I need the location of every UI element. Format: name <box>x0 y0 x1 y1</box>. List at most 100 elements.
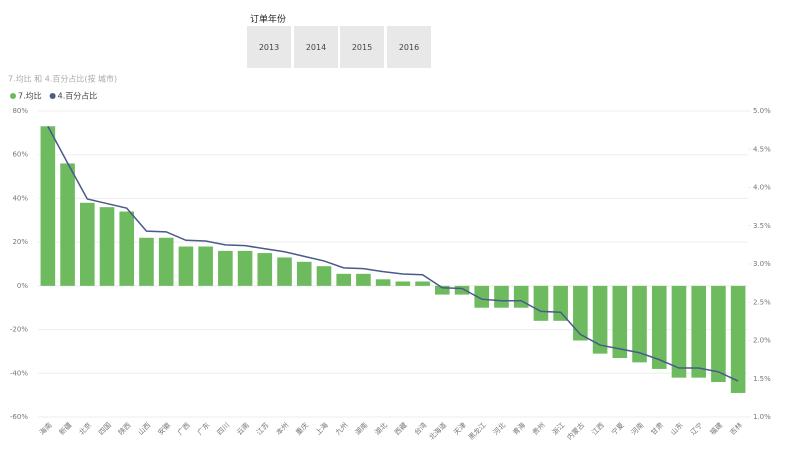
x-tick-label: 上海 <box>314 420 330 436</box>
bar <box>375 279 391 286</box>
bar <box>415 281 430 286</box>
bar <box>730 285 746 393</box>
y2-tick-label: 1.5% <box>753 375 771 383</box>
x-tick-label: 广东 <box>195 420 211 436</box>
bar <box>592 285 608 354</box>
x-tick-label: 贵州 <box>530 420 546 436</box>
y-tick-label: -20% <box>10 326 28 334</box>
y2-tick-label: 5.0% <box>753 107 771 115</box>
bar <box>158 237 174 286</box>
y2-tick-label: 1.0% <box>753 413 771 421</box>
bar <box>80 202 95 286</box>
x-tick-label: 内蒙古 <box>565 420 586 441</box>
bar <box>711 285 726 383</box>
y-tick-label: 20% <box>12 238 28 246</box>
bar <box>237 250 253 286</box>
bar <box>296 261 312 286</box>
x-tick-label: 北海道 <box>427 420 448 441</box>
y-tick-label: 80% <box>12 107 28 115</box>
bar <box>573 285 588 341</box>
slicer-option[interactable]: 2014 <box>294 26 338 68</box>
bar <box>198 246 213 286</box>
x-tick-label: 北京 <box>77 420 93 436</box>
bar <box>435 285 450 295</box>
x-tick-label: 九州 <box>333 420 349 436</box>
legend-label: 7.均比 <box>18 91 42 101</box>
x-tick-label: 天津 <box>452 421 468 437</box>
bar <box>218 250 233 286</box>
bar <box>474 285 490 308</box>
x-tick-label: 云南 <box>235 420 251 436</box>
x-tick-label: 浙江 <box>550 420 566 436</box>
x-tick-label: 辽宁 <box>688 420 704 436</box>
x-tick-label: 重庆 <box>294 420 310 436</box>
y-tick-label: -40% <box>10 369 28 377</box>
x-tick-label: 河南 <box>629 420 645 436</box>
bar <box>533 285 549 321</box>
y-tick-label: 0% <box>17 282 28 290</box>
legend-marker <box>10 93 16 99</box>
bar <box>40 126 56 286</box>
chart-title: 7.均比 和 4.百分占比(按 城市) <box>8 74 117 84</box>
line <box>47 125 739 382</box>
x-tick-label: 安徽 <box>156 420 172 436</box>
x-tick-label: 本州 <box>274 420 290 436</box>
bar <box>494 285 509 308</box>
legend-marker <box>49 93 56 99</box>
bar <box>651 285 667 369</box>
y2-tick-label: 4.0% <box>753 184 771 192</box>
x-tick-label: 江苏 <box>254 420 270 436</box>
x-tick-label: 甘肃 <box>649 420 665 436</box>
bar <box>277 257 292 286</box>
slicer-option[interactable]: 2016 <box>387 26 431 68</box>
x-tick-label: 新疆 <box>57 420 73 436</box>
bar <box>454 285 470 295</box>
bar <box>671 285 687 378</box>
bar <box>99 207 115 286</box>
y-tick-label: 40% <box>12 194 28 202</box>
y2-tick-label: 2.0% <box>753 337 771 345</box>
x-tick-label: 湖北 <box>373 420 389 436</box>
bar <box>691 285 706 378</box>
bar <box>612 285 628 358</box>
x-tick-label: 山西 <box>136 420 152 436</box>
x-tick-label: 河北 <box>492 421 508 437</box>
x-tick-label: 西藏 <box>392 420 408 436</box>
y2-tick-label: 4.5% <box>753 145 771 153</box>
bar <box>119 211 135 286</box>
bar <box>336 273 351 286</box>
bar <box>553 285 568 321</box>
x-tick-label: 江西 <box>590 421 606 437</box>
y-tick-label: 60% <box>12 151 28 159</box>
x-tick-label: 海南 <box>37 420 53 436</box>
bar <box>257 253 273 286</box>
legend-label: 4.百分占比 <box>58 91 98 101</box>
slicer-title: 订单年份 <box>250 15 287 25</box>
x-tick-label: 广西 <box>175 420 191 436</box>
y2-tick-label: 3.5% <box>753 222 771 230</box>
x-tick-label: 四国 <box>97 421 113 437</box>
x-tick-label: 黑龙江 <box>466 420 487 441</box>
x-tick-label: 青海 <box>511 420 527 436</box>
bar <box>395 281 411 286</box>
x-tick-label: 福建 <box>708 420 724 436</box>
x-tick-label: 湖南 <box>353 420 369 436</box>
bar <box>316 266 332 286</box>
bar <box>632 285 647 363</box>
x-tick-label: 吉林 <box>728 420 744 436</box>
bar <box>60 163 75 286</box>
x-tick-label: 台湾 <box>412 420 428 436</box>
bar <box>178 246 194 286</box>
y-tick-label: -60% <box>10 413 28 421</box>
bar <box>356 273 371 286</box>
x-tick-label: 宁夏 <box>609 420 625 436</box>
y2-tick-label: 2.5% <box>753 298 771 306</box>
y2-tick-label: 3.0% <box>753 260 771 268</box>
slicer-option[interactable]: 2015 <box>340 26 384 68</box>
bar <box>139 237 154 286</box>
x-tick-label: 山东 <box>669 420 685 436</box>
slicer-option[interactable]: 2013 <box>247 26 291 68</box>
bar <box>513 285 529 308</box>
